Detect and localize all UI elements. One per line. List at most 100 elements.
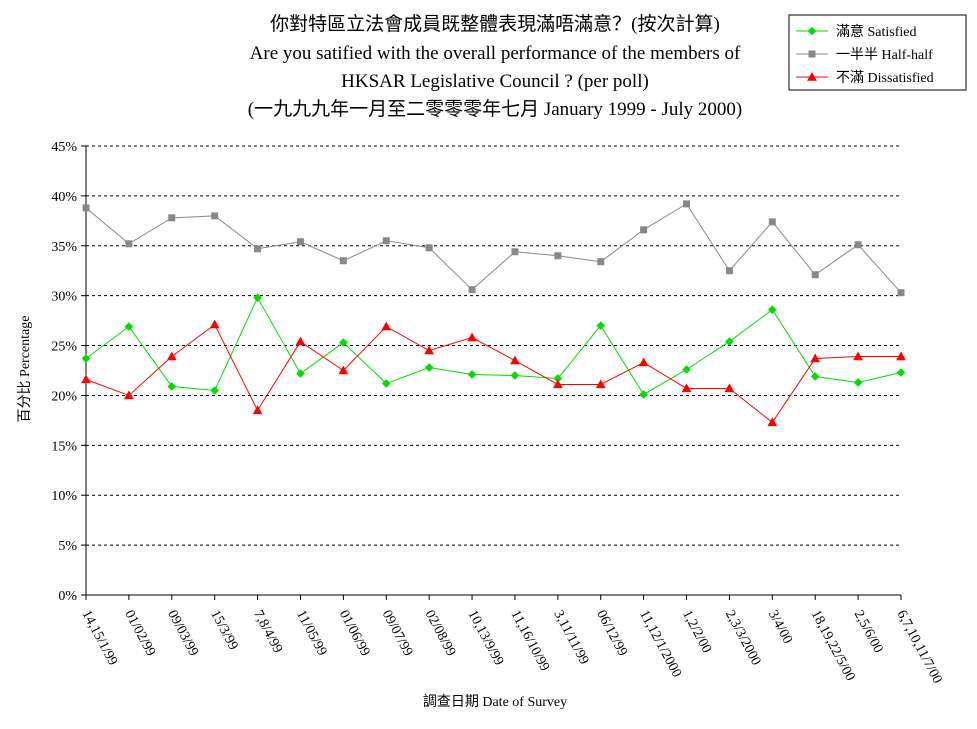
data-point-satisfied	[682, 365, 691, 374]
series-line-half-half	[85, 203, 902, 294]
legend-label-half-half: 一半半 Half-half	[836, 47, 933, 63]
data-point-half-half	[511, 248, 519, 256]
data-point-dissatisfied	[724, 383, 735, 393]
title-line-1: 你對特區立法會成員既整體表現滿唔滿意？(按次計算)	[270, 13, 720, 35]
title-line-4: (一九九九年一月至二零零零年七月 January 1999 - July 200…	[248, 98, 743, 120]
data-point-satisfied	[339, 338, 348, 347]
chart-title: 你對特區立法會成員既整體表現滿唔滿意？(按次計算) Are you satifi…	[248, 13, 743, 120]
data-point-satisfied	[853, 378, 863, 387]
data-point-dissatisfied	[209, 319, 220, 329]
data-point-satisfied	[381, 379, 391, 388]
legend-label-dissatisfied: 不滿 Dissatisfied	[836, 70, 934, 86]
y-tick-label: 10%	[51, 489, 77, 504]
data-point-satisfied	[596, 321, 606, 330]
data-point-satisfied	[81, 354, 91, 363]
data-point-dissatisfied	[467, 332, 477, 342]
y-axis-ticks: 0% 5% 10% 15% 20% 25% 30% 35% 40% 45%	[51, 140, 86, 604]
legend-item-satisfied: 滿意 Satisfied	[796, 23, 917, 40]
data-point-satisfied	[124, 322, 134, 331]
x-tick-label: 06/12/99	[593, 608, 630, 659]
data-point-satisfied	[296, 369, 305, 378]
x-tick-label: 1,2/2/00	[679, 608, 714, 656]
series-half-half	[82, 200, 905, 297]
series-group	[81, 200, 906, 427]
y-tick-label: 30%	[51, 290, 77, 305]
data-point-half-half	[640, 226, 648, 234]
x-tick-label: 3/4/00	[765, 608, 795, 647]
x-tick-label: 01/06/99	[336, 608, 373, 659]
data-point-half-half	[425, 244, 433, 252]
data-point-half-half	[382, 237, 390, 245]
data-point-half-half	[82, 204, 90, 212]
data-point-half-half	[597, 258, 605, 266]
legend-label-satisfied: 滿意 Satisfied	[836, 23, 917, 40]
x-tick-label: 11,16/10/99	[507, 608, 552, 674]
data-point-dissatisfied	[638, 357, 649, 367]
series-satisfied	[81, 293, 906, 399]
x-tick-label: 09/07/99	[379, 608, 416, 659]
x-tick-label: 6,7,10,11/7/00	[893, 608, 944, 686]
y-tick-label: 25%	[51, 340, 77, 355]
x-tick-label: 02/08/99	[422, 608, 459, 659]
data-point-half-half	[725, 267, 733, 275]
title-line-3: HKSAR Legislative Council ? (per poll)	[341, 71, 649, 92]
data-point-dissatisfied	[424, 345, 435, 355]
data-point-half-half	[554, 252, 562, 260]
data-point-half-half	[168, 214, 176, 222]
data-point-dissatisfied	[853, 351, 863, 361]
data-point-half-half	[211, 212, 219, 220]
data-point-dissatisfied	[510, 355, 520, 365]
data-point-half-half	[811, 271, 819, 279]
data-point-dissatisfied	[81, 374, 91, 384]
data-point-dissatisfied	[295, 336, 306, 346]
x-tick-label: 2,5/6/00	[851, 608, 886, 656]
x-tick-label: 10,13/9/99	[465, 608, 507, 668]
y-tick-label: 15%	[51, 439, 77, 454]
legend-item-dissatisfied: 不滿 Dissatisfied	[796, 70, 934, 86]
legend-item-half-half: 一半半 Half-half	[796, 47, 933, 63]
series-line-dissatisfied	[85, 323, 901, 424]
grid-lines	[86, 145, 901, 546]
y-axis-label: 百分比 Percentage	[17, 316, 33, 423]
data-point-half-half	[768, 218, 776, 226]
series-line-satisfied	[85, 296, 902, 396]
x-axis-label: 調查日期 Date of Survey	[423, 694, 567, 710]
y-tick-label: 35%	[51, 240, 77, 255]
data-point-half-half	[683, 200, 691, 208]
y-tick-label: 0%	[58, 589, 77, 604]
data-point-half-half	[339, 257, 347, 265]
x-tick-label: 7,8/4/99	[250, 608, 285, 656]
data-point-satisfied	[725, 337, 734, 346]
data-point-satisfied	[896, 368, 906, 377]
x-tick-label: 15/3/99	[207, 608, 240, 653]
data-point-half-half	[125, 240, 133, 248]
data-point-dissatisfied	[124, 390, 134, 400]
title-line-2: Are you satified with the overall perfor…	[250, 43, 741, 64]
data-point-dissatisfied	[552, 379, 563, 389]
data-point-half-half	[854, 241, 862, 249]
y-tick-label: 45%	[51, 140, 77, 155]
data-point-dissatisfied	[810, 353, 821, 363]
data-point-dissatisfied	[252, 405, 263, 415]
data-point-dissatisfied	[595, 379, 606, 389]
x-tick-label: 3,11/11/99	[550, 608, 591, 667]
data-point-dissatisfied	[681, 383, 692, 393]
data-point-dissatisfied	[381, 321, 392, 331]
y-tick-label: 40%	[51, 190, 77, 205]
data-point-half-half	[468, 286, 476, 294]
legend-marker-satisfied	[807, 26, 817, 36]
y-tick-label: 20%	[51, 389, 77, 404]
data-point-half-half	[897, 289, 905, 297]
data-point-half-half	[254, 245, 262, 253]
x-tick-label: 11/05/99	[293, 608, 329, 659]
x-tick-label: 01/02/99	[121, 608, 158, 659]
data-point-satisfied	[253, 293, 262, 302]
x-tick-label: 18,19,22/5/00	[808, 608, 858, 684]
data-point-satisfied	[467, 370, 477, 379]
x-tick-label: 11,12/1/2000	[636, 608, 684, 680]
x-axis-ticks: 14,15/1/99 01/02/99 09/03/99 15/3/99 7,8/4/9…	[78, 595, 945, 686]
data-point-satisfied	[424, 363, 434, 372]
legend-marker-half-half	[808, 50, 816, 58]
data-point-satisfied	[167, 382, 177, 391]
